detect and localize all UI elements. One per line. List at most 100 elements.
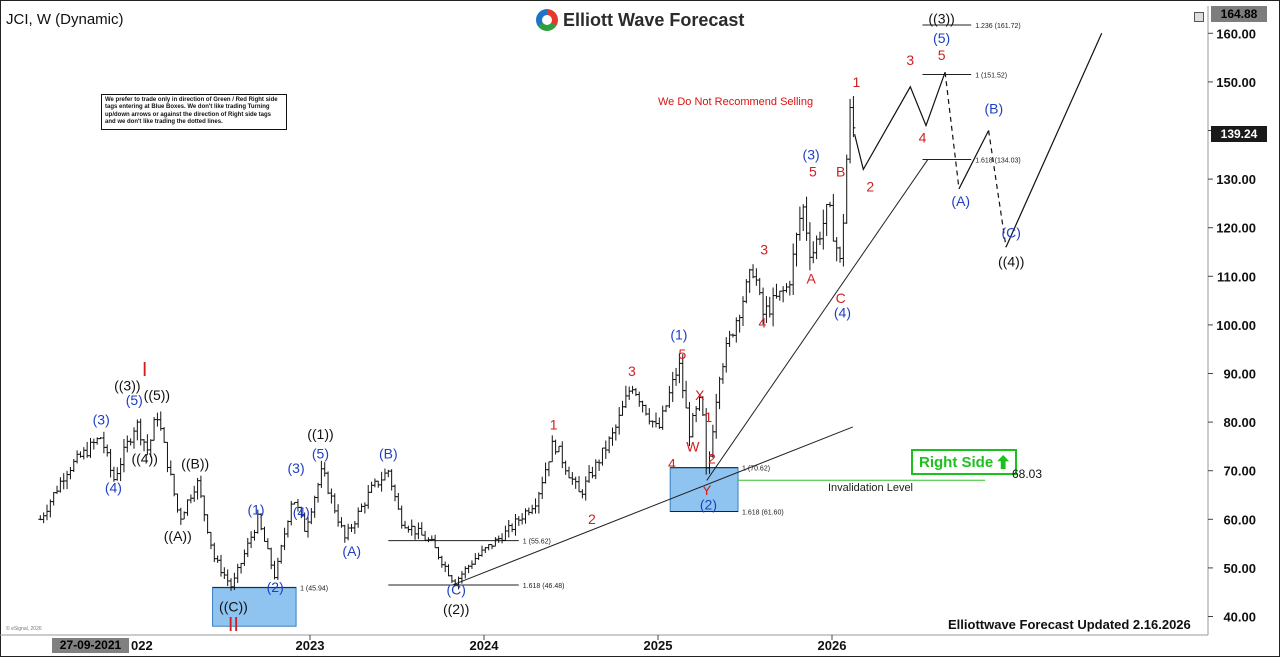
price-bar	[198, 475, 203, 499]
price-bar	[811, 241, 816, 264]
wave-label: 5	[678, 346, 686, 362]
fib-label: 1 (70.62)	[742, 466, 770, 473]
price-bar	[162, 427, 167, 443]
price-bar	[332, 493, 337, 514]
price-bar	[747, 268, 752, 293]
price-bar	[235, 563, 240, 584]
blue-boxes-layer	[212, 467, 739, 627]
price-bar	[152, 417, 157, 441]
price-bar	[543, 462, 548, 484]
price-bar	[807, 222, 812, 271]
price-bar	[269, 547, 274, 570]
price-bar	[396, 492, 401, 510]
price-bar	[714, 393, 719, 439]
chart-settings-icon[interactable]	[1194, 12, 1204, 22]
price-bar	[135, 419, 140, 441]
projection-path	[988, 130, 1007, 248]
projection-layer	[854, 33, 1103, 248]
price-bar	[312, 495, 317, 518]
price-bar	[202, 495, 207, 522]
time-tick-label: 2025	[644, 638, 673, 653]
price-bar	[851, 95, 856, 138]
wave-label: A	[806, 271, 816, 287]
wave-label: 4	[919, 130, 927, 146]
price-tick-label: 150.00	[1216, 75, 1256, 90]
wave-label: (B)	[379, 446, 398, 462]
price-bar	[433, 534, 438, 549]
wave-label: (5)	[312, 446, 329, 462]
price-bar	[75, 450, 80, 464]
price-bar	[510, 523, 515, 533]
price-bar	[413, 525, 418, 540]
price-bar	[55, 485, 60, 494]
wave-label: (2)	[267, 579, 284, 595]
wave-label: (4)	[105, 480, 122, 496]
price-bar	[362, 502, 367, 514]
price-bar	[831, 193, 836, 242]
price-bar	[660, 405, 665, 430]
wave-label: ((1))	[307, 426, 333, 442]
price-bar	[379, 471, 384, 492]
brand: Elliott Wave Forecast	[536, 9, 744, 31]
price-bar	[44, 504, 49, 521]
time-cursor-label: 27-09-2021	[52, 638, 129, 653]
brand-name: Elliott Wave Forecast	[563, 9, 745, 30]
price-bar	[439, 555, 444, 568]
price-bar	[222, 567, 227, 580]
price-tick-label: 110.00	[1217, 269, 1256, 284]
wave-label: (1)	[247, 501, 264, 517]
price-bar	[500, 533, 505, 544]
price-bar	[342, 524, 347, 543]
wave-label: (3)	[288, 460, 305, 476]
price-bar	[252, 529, 257, 541]
price-bar	[590, 466, 595, 479]
price-bar	[627, 386, 632, 400]
wave-label: X	[695, 387, 705, 403]
trendline	[452, 426, 854, 586]
wave-label: (A)	[951, 193, 970, 209]
price-bar	[336, 504, 341, 527]
wave-label: (4)	[293, 504, 310, 520]
price-bar	[587, 465, 592, 484]
price-bar	[536, 491, 541, 514]
price-bar	[577, 476, 582, 493]
price-bar	[319, 460, 324, 488]
price-bar	[192, 485, 197, 502]
price-bar	[188, 494, 193, 504]
price-bar	[600, 447, 605, 466]
price-bar	[824, 203, 829, 236]
price-tick-label: 50.00	[1223, 561, 1256, 576]
price-bar	[546, 461, 551, 477]
wave-label: 4	[668, 455, 676, 471]
price-bar	[429, 535, 434, 541]
projection-path	[854, 71, 946, 172]
price-bar	[674, 367, 679, 386]
price-bar	[794, 232, 799, 267]
price-axis-top-label: 164.88	[1211, 6, 1267, 22]
price-bar	[540, 476, 545, 499]
price-bar	[566, 466, 571, 479]
price-bar	[316, 482, 321, 503]
price-bar	[265, 538, 270, 550]
price-bar	[740, 296, 745, 326]
price-tick-label: 100.00	[1216, 318, 1256, 333]
price-bar	[787, 280, 792, 296]
price-bar	[446, 564, 451, 577]
price-bar	[530, 504, 535, 515]
price-bar	[526, 507, 531, 516]
price-bar	[225, 569, 230, 587]
price-bar	[667, 385, 672, 408]
wave-label: Y	[702, 482, 712, 498]
price-bar	[65, 470, 70, 490]
wave-label: 4	[759, 314, 767, 330]
price-bar	[556, 445, 561, 453]
fib-label: 1 (55.62)	[523, 539, 551, 546]
price-bar	[838, 246, 843, 263]
price-bar	[208, 531, 213, 550]
price-bar	[218, 554, 223, 577]
price-bar	[389, 469, 394, 491]
price-bar	[142, 439, 147, 452]
price-bar	[125, 435, 130, 453]
wave-label: 2	[866, 178, 874, 194]
